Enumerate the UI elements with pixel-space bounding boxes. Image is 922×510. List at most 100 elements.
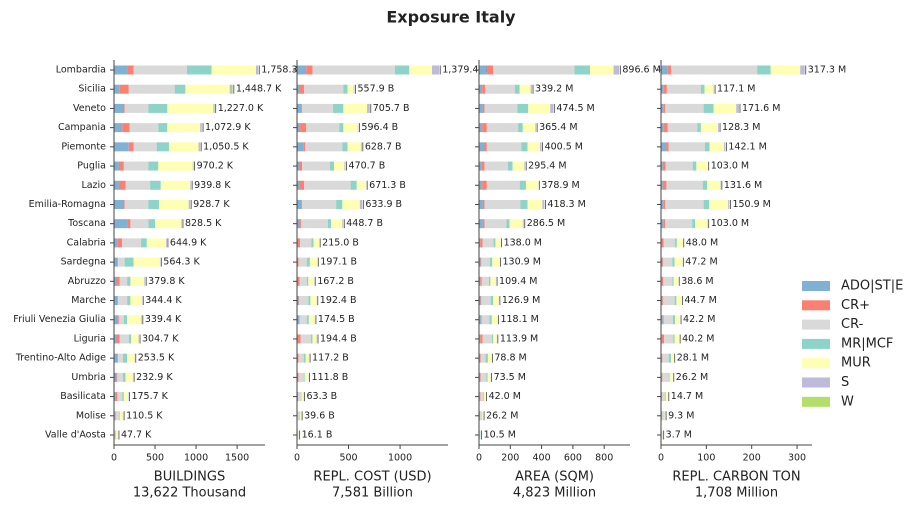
bar-segment <box>114 430 116 440</box>
bar-segment <box>480 372 487 382</box>
bar-segment <box>125 180 151 190</box>
value-label: 3.7 M <box>666 430 692 441</box>
bar-segment <box>661 199 664 209</box>
bar-segment <box>343 84 348 94</box>
value-label: 142.1 M <box>728 141 766 152</box>
bar-segment <box>297 84 300 94</box>
bar-segment <box>695 219 708 229</box>
bar-segment <box>484 161 508 171</box>
bar-segment <box>185 84 230 94</box>
bar-segment <box>512 161 525 171</box>
bar-segment <box>527 199 543 209</box>
x-axis-label: REPL. COST (USD) <box>313 470 431 485</box>
value-label: 365.4 M <box>539 122 577 133</box>
bar-segment <box>535 123 537 133</box>
bar-segment <box>486 65 494 75</box>
bar-segment <box>312 65 395 75</box>
value-label: 192.4 B <box>320 295 357 306</box>
bar-segment <box>298 296 300 306</box>
bar-segment <box>198 142 201 152</box>
y-tick-label: Puglia <box>77 161 106 172</box>
value-label: 596.4 B <box>361 122 398 133</box>
bar-segment <box>124 257 134 267</box>
y-tick-label: Abruzzo <box>68 276 106 287</box>
bar-segment <box>301 392 302 402</box>
bar-segment <box>670 353 674 363</box>
value-label: 1,448.7 K <box>236 84 282 95</box>
bar-segment <box>661 392 666 402</box>
legend-label: S <box>841 375 849 390</box>
bar-segment <box>133 65 188 75</box>
bar-segment <box>297 334 299 344</box>
bar-segment <box>334 161 345 171</box>
bar-segment <box>663 84 667 94</box>
x-tick-label: 1000 <box>388 453 412 464</box>
bar-segment <box>480 372 481 382</box>
bar-segment <box>490 276 496 286</box>
value-label: 928.7 K <box>193 199 230 210</box>
bar-segment <box>491 334 494 344</box>
bar-segment <box>479 84 483 94</box>
bar-segment <box>304 180 351 190</box>
bar-segment <box>118 257 125 267</box>
bar-segment <box>188 199 191 209</box>
value-label: 118.1 M <box>500 314 538 325</box>
bar-segment <box>519 84 531 94</box>
x-axis-label: AREA (SQM) <box>515 470 594 485</box>
bar-segment <box>117 257 119 267</box>
bar-segment <box>342 142 348 152</box>
bar-segment <box>665 199 704 209</box>
bar-segment <box>129 123 159 133</box>
bar-segment <box>661 219 664 229</box>
bar-segment <box>301 103 303 113</box>
bar-segment <box>709 142 725 152</box>
bar-segment <box>661 142 667 152</box>
bar-segment <box>298 353 304 363</box>
value-label: 10.5 M <box>484 430 516 441</box>
bar-segment <box>347 84 354 94</box>
bar-segment <box>670 65 758 75</box>
value-label: 379.8 K <box>148 276 185 287</box>
bar-segment <box>673 334 675 344</box>
value-label: 28.1 M <box>677 353 709 364</box>
bar-segment <box>493 296 499 306</box>
bar-segment <box>700 84 705 94</box>
bar-segment <box>299 161 303 171</box>
bar-segment <box>114 257 118 267</box>
bar-segment <box>663 257 673 267</box>
bar-segment <box>522 219 524 229</box>
bar-segment <box>480 392 484 402</box>
bar-segment <box>479 123 483 133</box>
x-tick-label: 1000 <box>184 453 208 464</box>
bar-segment <box>168 142 199 152</box>
value-label: 939.8 K <box>194 180 231 191</box>
bar-segment <box>128 334 132 344</box>
bar-segment <box>327 219 332 229</box>
bar-segment <box>482 84 486 94</box>
bar-segment <box>329 161 335 171</box>
value-label: 42.0 M <box>489 391 521 402</box>
value-label: 304.7 K <box>142 333 179 344</box>
bar-segment <box>481 315 490 325</box>
bar-segment <box>479 276 481 286</box>
bar-segment <box>479 296 481 306</box>
bar-segment <box>674 296 677 306</box>
bar-segment <box>530 84 533 94</box>
bar-segment <box>514 84 520 94</box>
bar-segment <box>666 180 703 190</box>
legend-label: MUR <box>841 356 871 371</box>
bar-segment <box>479 103 483 113</box>
value-label: 418.3 M <box>547 199 585 210</box>
value-label: 150.9 M <box>732 199 770 210</box>
value-label: 1,758.3 K <box>261 65 307 76</box>
bar-segment <box>146 238 167 248</box>
bar-segment <box>297 353 299 363</box>
bar-segment <box>114 315 119 325</box>
bar-segment <box>522 123 536 133</box>
bar-segment <box>662 372 669 382</box>
bar-segment <box>123 315 128 325</box>
bar-segment <box>668 372 670 382</box>
value-label: 828.5 K <box>185 218 222 229</box>
chart-title: Exposure Italy <box>386 8 516 27</box>
bar-segment <box>116 430 118 440</box>
